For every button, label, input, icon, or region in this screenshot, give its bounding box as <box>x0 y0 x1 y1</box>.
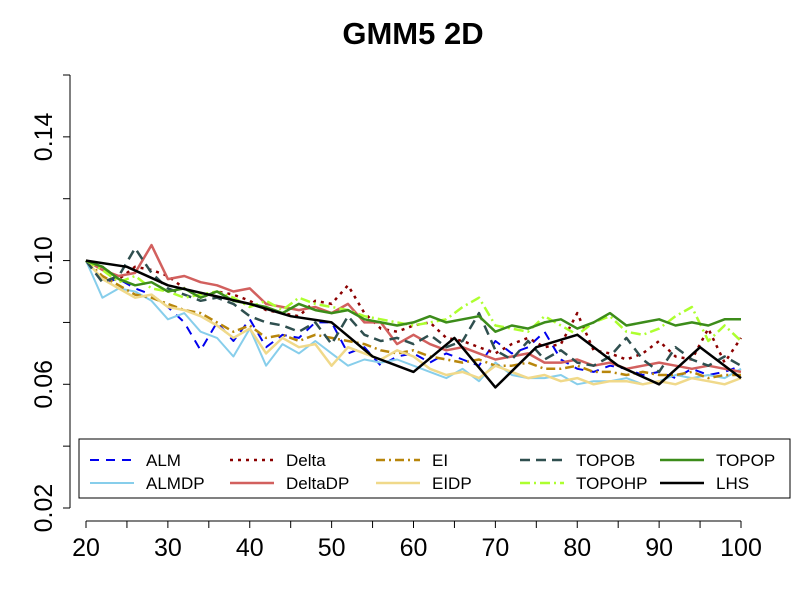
x-tick-label: 20 <box>72 534 100 562</box>
legend-label: DeltaDP <box>286 474 349 493</box>
y-tick-label: 0.10 <box>30 236 58 285</box>
series-line-topohp <box>85 259 742 343</box>
legend-label: TOPOB <box>576 451 635 470</box>
y-tick-label: 0.02 <box>30 484 58 533</box>
series-line-deltadp <box>85 243 742 374</box>
series-line-almdp <box>85 260 742 386</box>
series-line-ei <box>85 259 741 380</box>
x-tick-label: 70 <box>481 534 509 562</box>
x-tick-label: 100 <box>720 534 762 562</box>
legend-label: ALM <box>146 451 181 470</box>
legend-label: EIDP <box>432 474 472 493</box>
axes: 20 30 40 50 60 70 80 90 100 0.02 0.06 0.10 0.14 <box>30 74 762 562</box>
chart-title: GMM5 2D <box>342 16 483 51</box>
x-tick-label: 40 <box>236 534 264 562</box>
legend-label: EI <box>432 451 448 470</box>
x-tick-label: 80 <box>563 534 591 562</box>
series-line-topob <box>85 246 742 374</box>
plot-lines <box>85 243 743 389</box>
series-line-eidp <box>85 259 742 386</box>
legend-label: TOPOHP <box>576 474 647 493</box>
series-line-topop <box>85 259 741 333</box>
legend-box <box>78 438 791 499</box>
legend-label: ALMDP <box>146 474 205 493</box>
series-line-alm <box>85 259 742 380</box>
y-tick-label: 0.06 <box>30 360 58 409</box>
x-tick-label: 60 <box>400 534 428 562</box>
legend: ALM ALMDP Delta DeltaDP EI EIDP TOPOB TOPOHP TOP… <box>78 438 791 499</box>
legend-label: Delta <box>286 451 326 470</box>
x-tick-label: 50 <box>318 534 346 562</box>
legend-label: LHS <box>716 474 749 493</box>
x-tick-label: 30 <box>154 534 182 562</box>
series-line-lhs <box>85 259 742 389</box>
x-tick-label: 90 <box>645 534 673 562</box>
y-tick-label: 0.14 <box>30 112 58 161</box>
legend-label: TOPOP <box>716 451 775 470</box>
